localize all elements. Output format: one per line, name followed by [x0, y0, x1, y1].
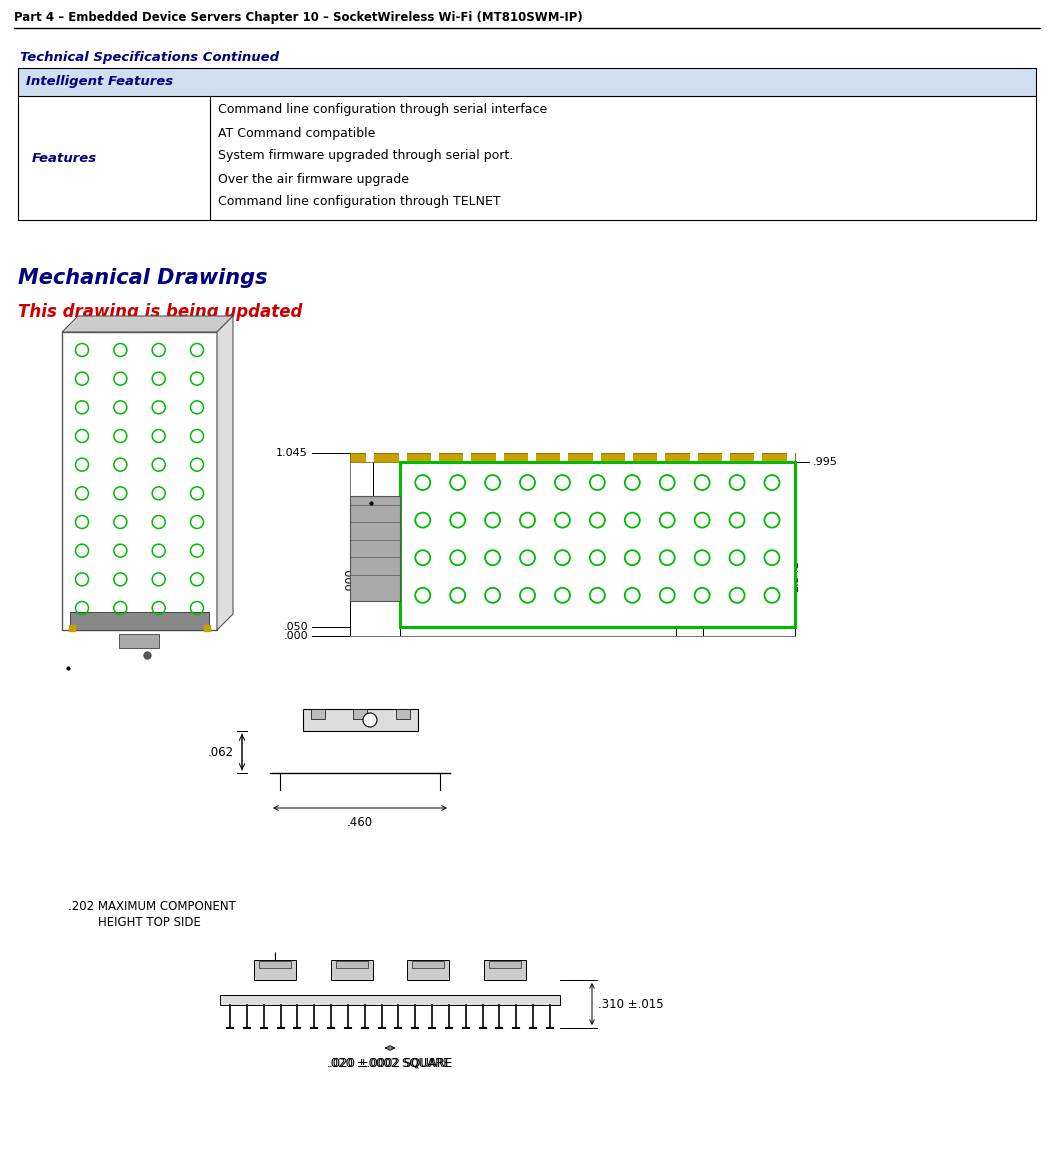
Text: Over the air firmware upgrade: Over the air firmware upgrade — [218, 173, 409, 186]
Text: Part 4 – Embedded Device Servers Chapter 10 – SocketWireless Wi-Fi (MT810SWM-IP): Part 4 – Embedded Device Servers Chapter… — [14, 12, 583, 25]
Text: .020 ±0002 SQUARE: .020 ±0002 SQUARE — [329, 1056, 451, 1069]
Bar — [489, 961, 521, 968]
Bar — [302, 709, 418, 731]
Text: .062: .062 — [208, 745, 234, 758]
Text: .0787 TYP.: .0787 TYP. — [687, 471, 745, 480]
Text: .995: .995 — [813, 457, 838, 467]
Text: Technical Specifications Continued: Technical Specifications Continued — [20, 51, 279, 64]
Bar — [407, 960, 449, 980]
Bar — [350, 453, 795, 461]
Bar — [311, 709, 325, 719]
Bar — [366, 453, 374, 461]
Bar — [18, 68, 1036, 96]
Text: 1.045: 1.045 — [276, 449, 308, 458]
Bar — [689, 453, 698, 461]
Bar — [353, 709, 367, 719]
Text: 1.861: 1.861 — [670, 561, 681, 592]
Bar — [431, 453, 438, 461]
Bar — [62, 332, 217, 630]
Text: .020 ±.0002 SQUARE: .020 ±.0002 SQUARE — [328, 1056, 452, 1069]
Bar — [254, 960, 296, 980]
Bar — [220, 995, 560, 1004]
Bar — [722, 453, 730, 461]
Bar — [528, 453, 535, 461]
Text: .460: .460 — [347, 816, 373, 829]
Text: Command line configuration through TELNET: Command line configuration through TELNE… — [218, 195, 501, 209]
Text: 2.541: 2.541 — [789, 561, 800, 592]
Polygon shape — [62, 317, 233, 332]
Bar — [755, 453, 762, 461]
Text: This drawing is being updated: This drawing is being updated — [18, 303, 302, 321]
Bar — [463, 453, 471, 461]
Bar — [412, 961, 444, 968]
Text: .202 MAXIMUM COMPONENT: .202 MAXIMUM COMPONENT — [69, 901, 236, 913]
Bar — [484, 960, 526, 980]
Text: .000: .000 — [345, 568, 355, 592]
Text: Features: Features — [32, 152, 97, 165]
Bar — [259, 961, 291, 968]
Text: 2.019: 2.019 — [699, 561, 708, 592]
Bar — [396, 709, 410, 719]
Bar — [350, 453, 795, 637]
Text: Command line configuration through serial interface: Command line configuration through seria… — [218, 104, 547, 117]
Text: AT Command compatible: AT Command compatible — [218, 126, 375, 139]
Bar — [350, 496, 401, 602]
Bar — [401, 461, 795, 627]
Bar — [398, 453, 407, 461]
Text: 1.861: 1.861 — [670, 503, 681, 535]
Text: System firmware upgraded through serial port.: System firmware upgraded through serial … — [218, 150, 513, 162]
Bar — [336, 961, 368, 968]
Bar — [786, 453, 795, 461]
Bar — [561, 453, 568, 461]
Bar — [119, 634, 159, 648]
Bar — [592, 453, 601, 461]
Text: .000: .000 — [284, 631, 308, 641]
Bar — [625, 453, 633, 461]
Text: Mechanical Drawings: Mechanical Drawings — [18, 267, 268, 288]
Text: .286: .286 — [395, 568, 405, 592]
Bar — [658, 453, 665, 461]
Text: .837: .837 — [491, 503, 502, 528]
Text: HEIGHT TOP SIDE: HEIGHT TOP SIDE — [98, 916, 201, 929]
Polygon shape — [217, 317, 233, 630]
Circle shape — [363, 712, 377, 726]
Text: .310 ±.015: .310 ±.015 — [598, 997, 664, 1010]
Bar — [331, 960, 373, 980]
Text: Intelligent Features: Intelligent Features — [26, 76, 173, 89]
Text: .050: .050 — [284, 623, 308, 632]
Bar — [70, 612, 209, 630]
Text: .129: .129 — [368, 503, 377, 528]
Bar — [495, 453, 504, 461]
